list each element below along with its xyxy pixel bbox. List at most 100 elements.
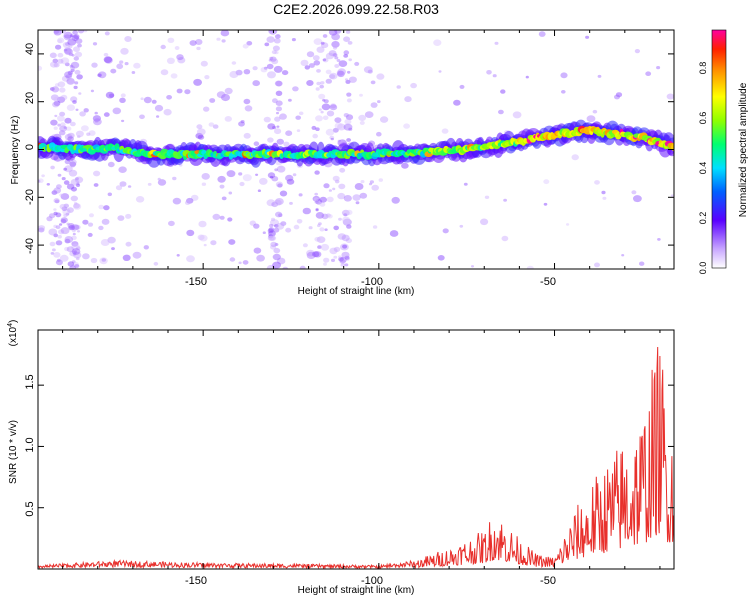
spectrogram-noise <box>453 99 461 106</box>
spectrogram-noise <box>71 248 81 255</box>
spectrogram-noise <box>262 231 266 234</box>
spectrogram-noise <box>441 128 449 134</box>
spectrogram-noise <box>197 234 205 241</box>
spectrogram-noise <box>57 39 63 44</box>
spectrogram-noise <box>72 229 76 233</box>
snr-scale-label: (x104) <box>7 320 19 347</box>
spectrogram-noise <box>66 104 75 111</box>
spectrogram-noise <box>55 44 62 50</box>
spectrogram-noise <box>293 224 300 230</box>
spectrogram-noise <box>117 215 125 221</box>
spectrogram-noise <box>172 176 177 181</box>
spectrogram-noise <box>100 239 110 246</box>
spectrogram-noise <box>315 199 323 205</box>
spectrogram-noise <box>343 54 349 58</box>
spectrogram-noise <box>326 110 335 117</box>
spectrogram-noise <box>285 227 292 233</box>
spectrogram-noise <box>328 50 337 57</box>
spectrogram-noise <box>270 219 279 227</box>
spectrogram-noise <box>263 116 271 123</box>
spectrogram-noise <box>70 68 75 73</box>
spectrogram-noise <box>53 208 57 211</box>
spectrogram-noise <box>332 53 338 57</box>
spectrogram-noise <box>270 244 277 250</box>
spectrogram-noise <box>355 201 360 205</box>
spectrogram-noise <box>198 220 207 228</box>
spectrogram-noise <box>212 213 221 220</box>
spectrogram-noise <box>316 236 326 244</box>
spectrogram-noise <box>66 246 75 253</box>
spectrogram-noise <box>104 56 113 64</box>
spectrogram-noise <box>115 185 123 191</box>
spectrogram-noise <box>354 61 360 66</box>
spectrogram-noise <box>343 113 349 118</box>
spectrogram-noise <box>267 123 276 130</box>
spectrogram-noise <box>272 45 280 52</box>
spectrogram-noise <box>657 238 661 241</box>
spectrogram-noise <box>124 36 132 42</box>
spectrogram-noise <box>329 247 338 255</box>
colorbar-gradient <box>711 29 727 269</box>
spectrogram-noise <box>60 227 70 235</box>
spectrogram-noise <box>318 93 326 100</box>
spectrogram-noise <box>60 219 67 224</box>
colorbar-tick-2: 0.4 <box>698 162 708 175</box>
spectrogram-noise <box>55 212 62 218</box>
spectrogram-noise <box>63 203 69 208</box>
spectrogram-noise <box>282 266 289 269</box>
spectrogram-x-label: Height of straight line (km) <box>298 286 415 297</box>
spectrogram-noise <box>320 42 329 49</box>
spectrogram-noise <box>221 93 230 102</box>
spectrogram-noise <box>172 197 182 205</box>
spectrogram-noise <box>71 186 77 192</box>
spectrogram-noise <box>119 97 126 104</box>
spectrogram-noise <box>76 182 80 186</box>
spectrogram-noise <box>272 261 281 269</box>
spectrogram-noise <box>339 167 346 173</box>
spectrogram-noise <box>70 121 76 127</box>
spectrogram-noise <box>75 177 79 181</box>
spectrogram-noise <box>69 265 77 269</box>
spectrogram-noise <box>104 31 110 36</box>
spectrogram-noise <box>48 228 58 236</box>
spectrogram-noise <box>103 56 113 63</box>
spectrogram-noise <box>263 66 268 70</box>
spectrogram-noise <box>276 125 280 128</box>
spectrogram-noise <box>70 65 76 70</box>
spectrogram-noise <box>344 118 352 125</box>
spectrogram-noise <box>471 265 474 268</box>
spectrogram-noise <box>101 258 107 262</box>
spectrogram-noise <box>92 115 101 122</box>
spectrogram-noise <box>670 194 674 197</box>
spectrogram-noise <box>118 166 127 173</box>
spectrogram-noise <box>325 213 331 218</box>
spectrogram-panel: -150 -100 -50 Height of straight line (k… <box>10 29 675 297</box>
spectrogram-noise <box>341 209 350 216</box>
spectrogram-noise <box>196 124 203 130</box>
spectrogram-noise <box>166 95 173 100</box>
spectrogram-noise <box>68 44 73 49</box>
spectrogram-noise <box>199 234 208 242</box>
spectrogram-noise <box>67 223 75 229</box>
spectrogram-noise <box>38 225 46 231</box>
spectrogram-noise <box>325 52 334 60</box>
spectrogram-noise <box>331 258 335 262</box>
spectrogram-noise <box>59 203 67 210</box>
spectrogram-noise <box>49 87 55 91</box>
spectrogram-noise <box>216 37 221 41</box>
spectrogram-noise <box>279 190 288 197</box>
spectrogram-noise <box>52 58 59 64</box>
spectrogram-noise <box>177 57 186 64</box>
spectrogram-noise <box>312 195 320 202</box>
spectrogram-noise <box>51 190 58 195</box>
spectrogram-noise <box>87 232 93 237</box>
spectrogram-noise <box>271 176 279 182</box>
spectrogram-noise <box>308 63 315 68</box>
spectrogram-noise <box>319 202 326 207</box>
spectrogram-noise <box>75 38 83 44</box>
spectrogram-noise <box>320 81 325 85</box>
spectrogram-noise <box>64 71 73 78</box>
spectrogram-noise <box>343 213 348 217</box>
spectrogram-noise <box>235 69 243 76</box>
spectrogram-noise <box>59 87 66 93</box>
